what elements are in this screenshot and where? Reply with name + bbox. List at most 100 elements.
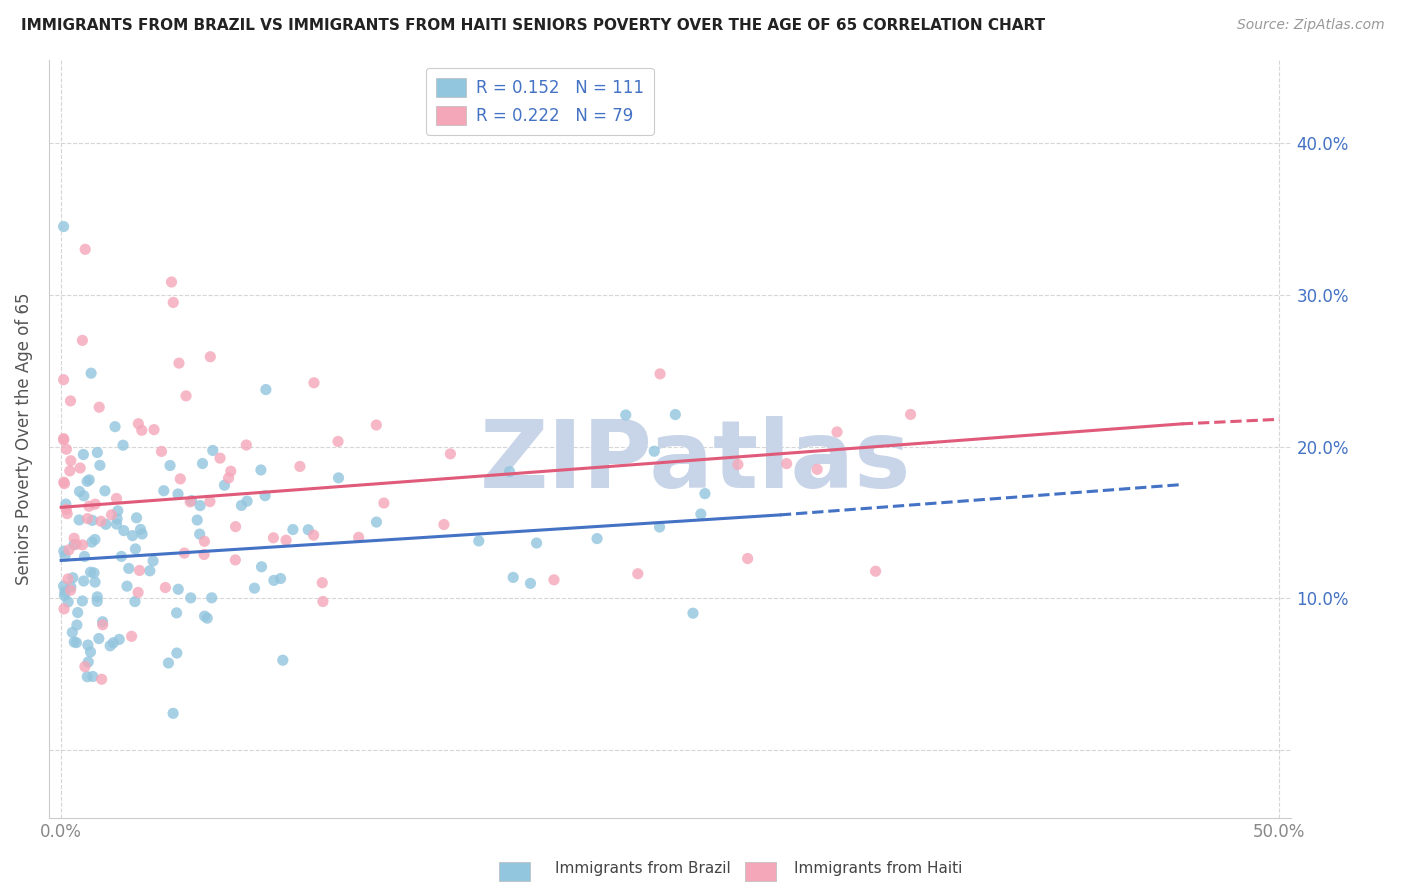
Point — [65, 635, 87, 649]
Point — [174, 389, 197, 403]
Point — [366, 515, 388, 529]
Point — [52, 544, 75, 558]
Point — [218, 471, 240, 485]
Point — [90, 514, 112, 528]
Point — [195, 611, 218, 625]
Point — [53, 585, 76, 599]
Point — [80, 366, 103, 380]
Point — [173, 546, 195, 560]
Point — [693, 486, 716, 500]
Point — [121, 528, 143, 542]
Point — [98, 639, 121, 653]
Point — [166, 646, 188, 660]
Point — [543, 573, 565, 587]
Point — [62, 571, 84, 585]
Point — [84, 497, 107, 511]
Point — [127, 585, 149, 599]
Point — [250, 463, 273, 477]
Point — [86, 594, 108, 608]
Point — [231, 499, 253, 513]
Point — [91, 617, 114, 632]
Point — [209, 451, 232, 466]
Point — [52, 475, 75, 489]
Point — [79, 565, 101, 579]
Point — [274, 533, 297, 548]
Point — [288, 459, 311, 474]
Point — [56, 595, 79, 609]
Point — [53, 549, 76, 563]
Point — [297, 523, 319, 537]
Point — [142, 554, 165, 568]
Point — [77, 655, 100, 669]
Point — [219, 464, 242, 478]
Point — [526, 536, 548, 550]
Point — [586, 532, 609, 546]
Point — [58, 542, 80, 557]
Point — [73, 489, 96, 503]
Point — [89, 458, 111, 473]
Point — [55, 497, 77, 511]
Point — [312, 594, 335, 608]
Point — [63, 531, 86, 545]
Point — [179, 495, 201, 509]
Point — [682, 606, 704, 620]
Point — [235, 438, 257, 452]
Point — [52, 373, 75, 387]
Point — [73, 659, 96, 673]
Point — [193, 534, 215, 549]
Point — [121, 629, 143, 643]
Point — [56, 507, 79, 521]
Point — [118, 561, 141, 575]
Point — [865, 564, 887, 578]
Point — [270, 572, 292, 586]
Point — [76, 475, 98, 489]
Point — [328, 471, 350, 485]
Point — [159, 458, 181, 473]
Point — [90, 672, 112, 686]
Point — [648, 520, 671, 534]
Point — [63, 635, 86, 649]
Point — [77, 473, 100, 487]
Point — [155, 581, 177, 595]
Point — [83, 566, 105, 580]
Point — [82, 513, 104, 527]
Point — [519, 576, 541, 591]
Point — [775, 457, 797, 471]
Point — [169, 472, 191, 486]
Point — [104, 419, 127, 434]
Point — [281, 523, 304, 537]
Point — [129, 523, 152, 537]
Point — [125, 511, 148, 525]
Point — [347, 530, 370, 544]
Point — [89, 401, 111, 415]
Point — [201, 443, 224, 458]
Point — [94, 517, 117, 532]
Point — [225, 519, 247, 533]
Point — [73, 549, 96, 564]
Point — [105, 491, 128, 506]
Legend: R = 0.152   N = 111, R = 0.222   N = 79: R = 0.152 N = 111, R = 0.222 N = 79 — [426, 68, 654, 135]
Point — [193, 548, 215, 562]
Point — [727, 458, 749, 472]
Point — [73, 574, 96, 588]
Point — [76, 511, 98, 525]
Point — [59, 580, 82, 594]
Point — [366, 417, 388, 432]
Point — [69, 461, 91, 475]
Point — [124, 594, 146, 608]
Point — [468, 533, 491, 548]
Point — [131, 527, 153, 541]
Point — [139, 564, 162, 578]
Point — [105, 512, 128, 526]
Point — [53, 602, 76, 616]
Point — [737, 551, 759, 566]
Point — [900, 408, 922, 422]
Point — [52, 432, 75, 446]
Point — [433, 517, 456, 532]
Point — [72, 448, 94, 462]
Point — [131, 423, 153, 437]
Point — [150, 444, 173, 458]
Point — [180, 591, 202, 605]
Point — [502, 570, 524, 584]
Point — [498, 465, 520, 479]
